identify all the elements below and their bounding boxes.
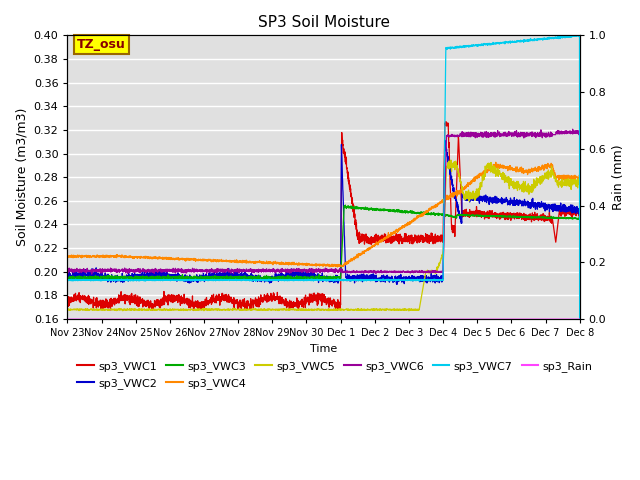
X-axis label: Time: Time [310,344,337,354]
Legend: sp3_VWC1, sp3_VWC2, sp3_VWC3, sp3_VWC4, sp3_VWC5, sp3_VWC6, sp3_VWC7, sp3_Rain: sp3_VWC1, sp3_VWC2, sp3_VWC3, sp3_VWC4, … [73,357,597,393]
Text: TZ_osu: TZ_osu [77,38,125,51]
Title: SP3 Soil Moisture: SP3 Soil Moisture [257,15,390,30]
Y-axis label: Soil Moisture (m3/m3): Soil Moisture (m3/m3) [15,108,28,246]
Y-axis label: Rain (mm): Rain (mm) [612,144,625,210]
